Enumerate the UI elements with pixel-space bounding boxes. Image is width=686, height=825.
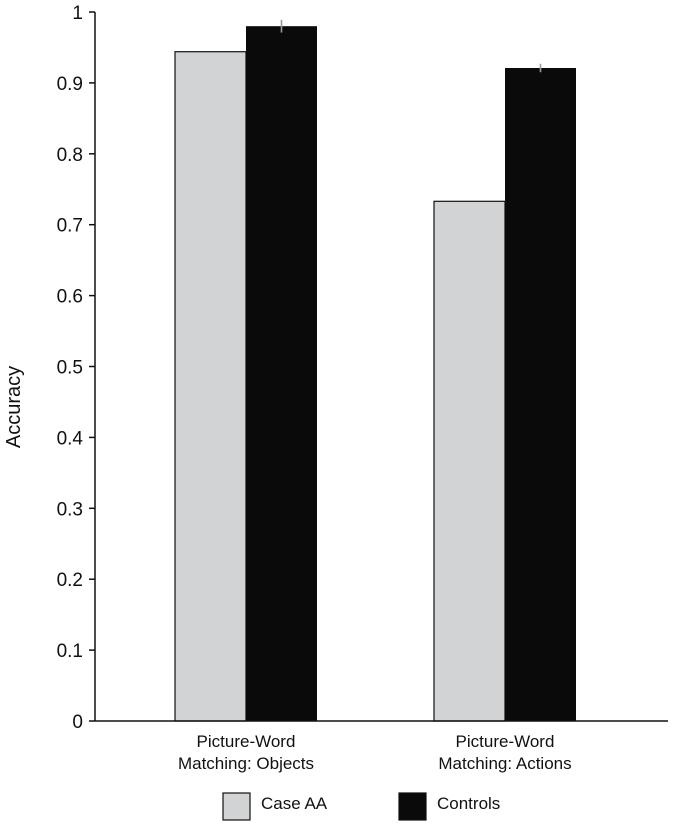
bar-case-aa bbox=[174, 51, 247, 722]
y-tick-label: 1 bbox=[72, 3, 83, 24]
legend: Case AA Controls bbox=[222, 792, 500, 821]
x-category-label: Picture-Word bbox=[456, 732, 555, 751]
y-tick-label: 0.9 bbox=[57, 74, 83, 95]
y-tick-label: 0.1 bbox=[57, 641, 83, 662]
error-bars-group bbox=[280, 19, 542, 73]
legend-swatch bbox=[398, 792, 427, 821]
bar-controls bbox=[505, 68, 576, 722]
legend-label: Case AA bbox=[261, 794, 328, 813]
y-axis-title: Accuracy bbox=[3, 366, 25, 448]
bar-case-aa bbox=[433, 200, 506, 722]
y-tick-label: 0.8 bbox=[57, 145, 83, 166]
x-axis-category-labels: Picture-Word Matching: Objects Picture-Wor… bbox=[178, 732, 572, 773]
x-category-label: Matching: Actions bbox=[438, 754, 571, 773]
y-axis-ticks: 0 0.1 0.2 0.3 0.4 0.5 0.6 0.7 0.8 0.9 1 bbox=[57, 3, 95, 733]
bars-group bbox=[174, 26, 576, 722]
x-category-label: Picture-Word bbox=[197, 732, 296, 751]
y-tick-label: 0.7 bbox=[57, 216, 83, 237]
legend-swatch bbox=[222, 792, 251, 821]
y-tick-label: 0.6 bbox=[57, 287, 83, 308]
y-tick-label: 0.2 bbox=[57, 570, 83, 591]
y-tick-label: 0.3 bbox=[57, 499, 83, 520]
x-category-label: Matching: Objects bbox=[178, 754, 314, 773]
legend-label: Controls bbox=[437, 794, 500, 813]
y-tick-label: 0 bbox=[72, 712, 83, 733]
y-tick-label: 0.5 bbox=[57, 358, 83, 379]
y-tick-label: 0.4 bbox=[57, 428, 84, 449]
bar-controls bbox=[246, 26, 317, 722]
